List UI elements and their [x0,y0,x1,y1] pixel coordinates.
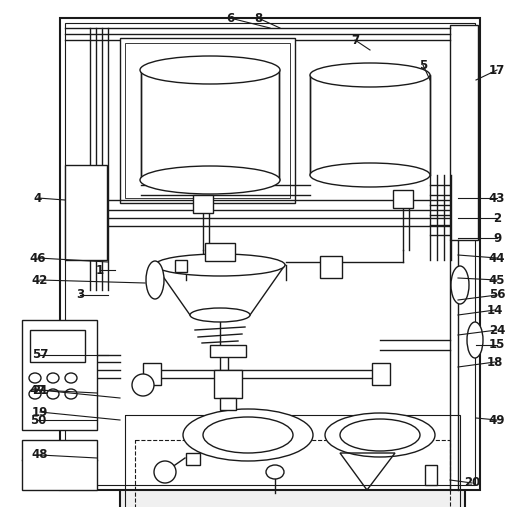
Text: 17: 17 [489,63,505,77]
Bar [372,363,390,385]
Text: 14: 14 [487,304,503,316]
Bar [193,195,213,213]
Bar [393,190,413,208]
Ellipse shape [190,308,250,322]
Bar [175,260,187,272]
Text: 2: 2 [493,211,501,225]
Text: 57: 57 [32,348,48,361]
Text: 15: 15 [489,339,505,351]
Text: 45: 45 [489,273,505,286]
Text: 5: 5 [419,58,427,71]
Text: 48: 48 [32,449,48,461]
Bar [205,243,235,261]
Text: 44: 44 [489,251,505,265]
Bar [65,165,107,260]
Bar [30,330,85,362]
Bar [65,23,475,485]
Bar [120,38,295,203]
Ellipse shape [140,56,280,84]
Ellipse shape [155,254,285,276]
Ellipse shape [146,261,164,299]
Bar [135,440,450,507]
Bar [60,18,480,490]
Bar [125,43,290,198]
Ellipse shape [154,461,176,483]
Bar [220,398,236,410]
Text: 1: 1 [96,264,104,276]
Text: 8: 8 [254,12,262,24]
Ellipse shape [203,417,293,453]
Ellipse shape [340,419,420,451]
Text: 20: 20 [464,477,480,489]
Ellipse shape [266,465,284,479]
Text: 19: 19 [32,406,48,418]
Text: 42: 42 [32,273,48,286]
Ellipse shape [140,166,280,194]
Text: 3: 3 [76,288,84,302]
Bar [425,465,437,485]
Ellipse shape [29,373,41,383]
Text: 46: 46 [30,251,46,265]
Text: 43: 43 [489,192,505,204]
Ellipse shape [183,409,313,461]
Bar [141,70,279,180]
Ellipse shape [65,373,77,383]
Text: 56: 56 [489,288,505,302]
Ellipse shape [132,374,154,396]
Text: 4: 4 [34,192,42,204]
Bar [120,410,465,507]
Ellipse shape [29,389,41,399]
Text: 18: 18 [487,355,503,369]
Text: 24: 24 [489,323,505,337]
Ellipse shape [310,163,430,187]
Text: 7: 7 [351,33,359,47]
Ellipse shape [325,413,435,457]
Ellipse shape [47,389,59,399]
Ellipse shape [467,322,483,358]
Ellipse shape [65,389,77,399]
Bar [125,415,460,507]
Text: 47: 47 [30,383,46,396]
Text: 50: 50 [30,414,46,426]
Bar [210,345,246,357]
Ellipse shape [310,63,430,87]
Bar [310,75,430,175]
Bar [22,440,97,490]
Bar [143,363,161,385]
Text: 21: 21 [32,383,48,396]
Bar [214,370,242,398]
Ellipse shape [47,373,59,383]
Ellipse shape [451,266,469,304]
Bar [320,256,342,278]
Text: 6: 6 [226,12,234,24]
Text: 9: 9 [493,232,501,244]
Text: 49: 49 [489,414,505,426]
Bar [186,453,200,465]
Bar [450,25,478,240]
Bar [22,320,97,430]
